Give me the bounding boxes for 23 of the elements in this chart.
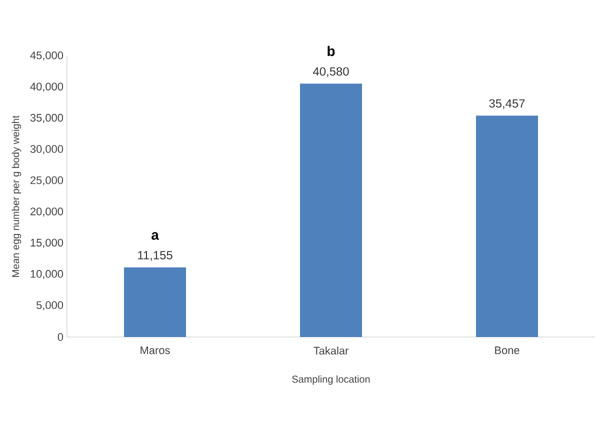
x-tick-label: Bone [495, 346, 520, 354]
y-tick-label: 0 [58, 333, 64, 341]
x-tick-label: Takalar [314, 346, 348, 355]
data-label: 11,155 [138, 251, 172, 261]
y-tick-label: 35,000 [30, 114, 64, 123]
x-tick-label: Maros [140, 346, 170, 354]
annotation: a [152, 232, 159, 240]
y-tick-label: 45,000 [30, 51, 64, 61]
y-tick-label: 40,000 [30, 82, 64, 92]
y-tick-label: 30,000 [30, 145, 64, 154]
data-label: 35,457 [489, 99, 525, 110]
data-label: 40,580 [313, 67, 349, 78]
annotation: b [328, 46, 335, 56]
y-tick-label: 25,000 [30, 176, 64, 186]
y-axis-title: Mean egg number per g body weight [12, 115, 22, 277]
y-tick-label: 15,000 [30, 238, 64, 248]
y-tick-label: 10,000 [30, 270, 64, 280]
y-tick-label: 5,000 [36, 301, 64, 310]
bar [476, 116, 538, 337]
y-tick-label: 20,000 [30, 208, 64, 217]
bar [124, 267, 186, 337]
x-axis-title: Sampling location [292, 375, 370, 385]
bar [300, 84, 362, 337]
